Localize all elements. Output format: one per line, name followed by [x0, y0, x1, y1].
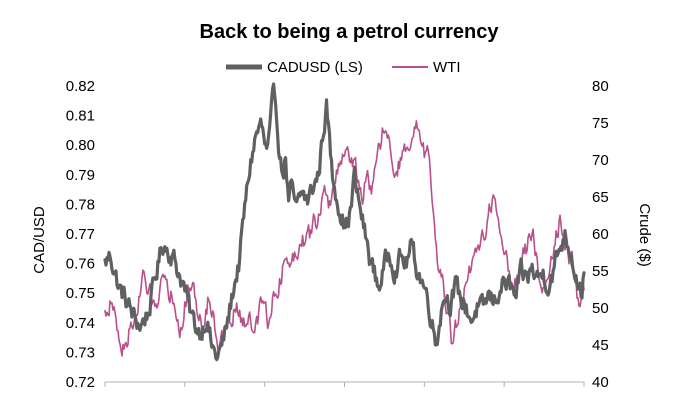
legend-label-wti: WTI: [433, 59, 461, 76]
right-tick-label: 70: [592, 152, 609, 169]
axes: 0.72 0.73 0.74 0.75 0.76 0.77 0.78 0.79 0.80 0.81…: [66, 78, 609, 391]
legend-label-cadusd: CADUSD (LS): [267, 59, 363, 76]
right-tick-label: 75: [592, 115, 609, 132]
left-tick-label: 0.72: [66, 374, 95, 391]
right-tick-label: 50: [592, 300, 609, 317]
right-tick-label: 55: [592, 263, 609, 280]
series-line-1: [104, 120, 585, 357]
left-tick-label: 0.76: [66, 256, 95, 273]
left-axis-title: CAD/USD: [31, 206, 48, 274]
left-tick-label: 0.77: [66, 226, 95, 243]
right-tick-label: 45: [592, 337, 609, 354]
series-line-0: [103, 82, 586, 362]
chart-title: Back to being a petrol currency: [200, 21, 500, 43]
right-tick-label: 60: [592, 226, 609, 243]
right-axis-title: Crude ($): [636, 203, 653, 266]
right-tick-label: 65: [592, 189, 609, 206]
left-tick-label: 0.75: [66, 285, 95, 302]
left-tick-label: 0.82: [66, 78, 95, 95]
left-tick-label: 0.74: [66, 315, 95, 332]
series-lines: [103, 82, 586, 362]
left-tick-label: 0.81: [66, 108, 95, 125]
left-tick-label: 0.78: [66, 196, 95, 213]
left-tick-label: 0.80: [66, 137, 95, 154]
right-tick-label: 80: [592, 78, 609, 95]
left-tick-label: 0.79: [66, 167, 95, 184]
legend: CADUSD (LS) WTI: [226, 59, 461, 76]
right-tick-label: 40: [592, 374, 609, 391]
left-tick-label: 0.73: [66, 344, 95, 361]
